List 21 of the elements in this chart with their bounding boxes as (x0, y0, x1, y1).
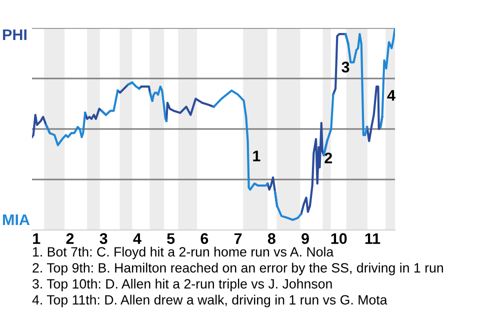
x-tick-label: 8 (268, 233, 276, 244)
x-tick-label: 4 (133, 233, 142, 244)
text: PHI (3, 29, 26, 40)
annotation: 2 (324, 152, 332, 164)
x-tick-label: 11 (365, 233, 380, 244)
annotation: 3 (342, 62, 350, 73)
text: 2. Top 9th: B. Hamilton reached on an error by the SS, driving in 1 run (32, 262, 443, 276)
text: 1. Bot 7th: C. Floyd hit a 2-run home run vs A. Nola (33, 246, 334, 260)
annotation: 4 (387, 90, 396, 101)
x-tick-label: 1 (33, 233, 40, 244)
text: 4. Top 11th: D. Allen drew a walk, driving in 1 run vs G. Mota (32, 294, 388, 308)
x-tick-label: 6 (200, 233, 208, 244)
x-tick-label: 10 (331, 233, 347, 244)
text: MIA (3, 214, 30, 225)
x-tick-label: 5 (167, 233, 175, 244)
x-tick-label: 7 (234, 233, 242, 244)
x-tick-label: 2 (66, 233, 74, 244)
annotation: 1 (253, 150, 260, 162)
x-tick-label: 3 (100, 233, 108, 244)
text: 3. Top 10th: D. Allen hit a 2-run triple vs J. Johnson (32, 278, 332, 292)
x-tick-label: 9 (302, 233, 309, 244)
